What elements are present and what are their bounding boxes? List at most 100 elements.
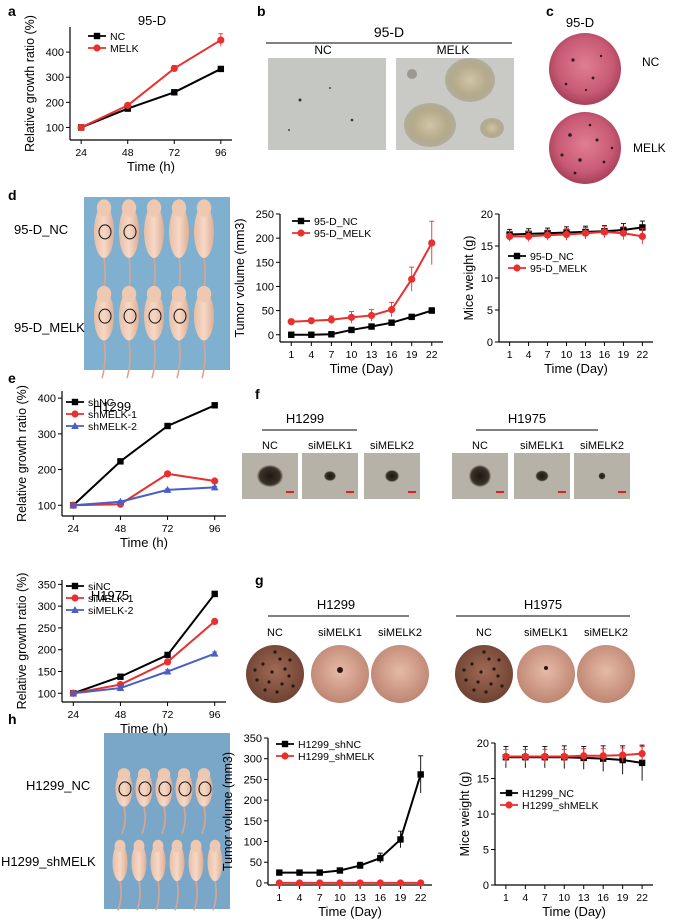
- legend-marker: [281, 740, 289, 748]
- y-tick-label: 250: [244, 774, 262, 786]
- c-dish-melk: [549, 112, 621, 184]
- data-point: [356, 862, 364, 869]
- g-title-h1299: H1299: [317, 597, 355, 612]
- h-shmelk-mouse: [188, 839, 204, 911]
- data-point: [619, 751, 627, 759]
- y-tick-label: 0: [268, 330, 274, 342]
- y-tick-label: 200: [38, 465, 56, 477]
- h-mice-photo: [104, 733, 230, 909]
- g-dish: [246, 645, 304, 703]
- data-point: [164, 651, 171, 659]
- g-dish: [517, 645, 575, 703]
- x-tick-label: 48: [122, 147, 134, 159]
- y-tick-label: 15: [481, 241, 493, 253]
- data-point: [521, 752, 529, 761]
- series-line: [72, 593, 216, 695]
- data-point: [396, 879, 405, 887]
- data-point: [368, 323, 375, 330]
- y-tick-label: 200: [256, 233, 274, 245]
- panel-letter-g: g: [255, 572, 264, 588]
- f-title-h1299: H1299: [286, 411, 324, 426]
- y-axis-label: Relative growth ratio (%): [15, 385, 29, 522]
- data-point: [638, 232, 646, 240]
- series-95-D_MELK: [506, 225, 646, 245]
- legend-marker: [71, 410, 79, 418]
- y-tick-label: 10: [477, 809, 489, 821]
- y-tick-label: 15: [477, 774, 489, 786]
- x-tick-label: 4: [297, 892, 303, 904]
- x-tick-label: 96: [209, 523, 221, 535]
- chart-a: 100 200 300 400 24 48 72 96 Time (h) Relative gro…: [23, 13, 232, 174]
- chart-e1: 100 200 300 400 24 48 72 96 Time (h) Relative gro…: [15, 385, 226, 550]
- legend-entry: shNC: [88, 397, 115, 409]
- legend-marker: [93, 32, 101, 40]
- data-point: [117, 458, 124, 465]
- x-tick-label: 7: [542, 892, 548, 904]
- data-point: [163, 470, 172, 478]
- f-label-h1975-0: NC: [472, 440, 488, 452]
- series-line: [80, 39, 222, 129]
- legend-entry: H1299_shNC: [298, 739, 361, 751]
- d-melk-mouse: [144, 285, 164, 379]
- series-line: [73, 652, 216, 695]
- data-point: [600, 228, 609, 236]
- panel-letter-a: a: [8, 3, 16, 19]
- h-label-nc: H1299_NC: [26, 778, 90, 793]
- x-tick-label: 1: [288, 349, 294, 361]
- legend-entry: siMELK-1: [88, 593, 134, 605]
- y-tick-label: 200: [46, 97, 64, 109]
- x-tick-label: 22: [415, 892, 427, 904]
- legend-entry: siMELK-2: [88, 605, 134, 617]
- c-dish-nc: [549, 33, 621, 105]
- g-label-h1975-0: NC: [476, 627, 492, 639]
- series-line: [73, 472, 215, 507]
- data-point: [638, 750, 646, 758]
- series-95-D_MELK: [287, 220, 436, 326]
- y-tick-label: 150: [244, 816, 262, 828]
- legend-marker: [297, 217, 305, 225]
- h-shmelk-mouse: [131, 839, 147, 911]
- legend-entry: shMELK-1: [88, 409, 137, 421]
- chart-h2: 0 5 10 15 20 1 4 7 10 13 16 19 22 Time (Day) Mice weig…: [458, 738, 653, 919]
- legend-marker: [281, 752, 289, 760]
- h-nc-mouse: [175, 768, 193, 835]
- x-tick-label: 72: [162, 523, 174, 535]
- data-point: [124, 101, 132, 109]
- g-title-h1975: H1975: [524, 597, 562, 612]
- series-NC: [77, 65, 225, 131]
- data-point: [638, 759, 646, 767]
- chart-title: H1975: [91, 588, 129, 603]
- legend-entry: MELK: [110, 43, 139, 55]
- y-tick-label: 300: [46, 72, 64, 84]
- d-melk-mouse: [194, 285, 214, 379]
- legend-marker: [513, 264, 521, 272]
- panel-c: 95-D NC MELK: [549, 15, 666, 184]
- legend-marker: [505, 789, 513, 797]
- y-tick-label: 250: [256, 209, 274, 221]
- x-tick-label: 19: [395, 892, 407, 904]
- y-tick-label: 50: [262, 306, 274, 318]
- data-point: [599, 752, 607, 760]
- h-nc-mouse: [115, 768, 133, 835]
- data-point: [163, 658, 172, 666]
- data-point: [211, 477, 219, 485]
- h-shmelk-mouse: [169, 839, 185, 911]
- x-tick-label: 4: [526, 349, 532, 361]
- panel-g: H1299 H1975 NC siMELK1 siMELK2 NC siMELK1 siM…: [246, 597, 635, 703]
- d-label-nc: 95-D_NC: [14, 222, 68, 237]
- x-tick-label: 72: [168, 147, 180, 159]
- d-melk-mouse: [119, 285, 139, 379]
- y-tick-label: 100: [46, 122, 64, 134]
- y-tick-label: 350: [38, 579, 56, 591]
- b-label-nc: NC: [314, 43, 332, 57]
- series-siMELK-2: [69, 649, 219, 697]
- series-line: [80, 68, 222, 129]
- legend-marker: [93, 44, 101, 52]
- legend-marker: [297, 229, 305, 237]
- series-shMELK-2: [69, 483, 219, 509]
- x-tick-label: 19: [618, 349, 630, 361]
- data-point: [356, 879, 364, 887]
